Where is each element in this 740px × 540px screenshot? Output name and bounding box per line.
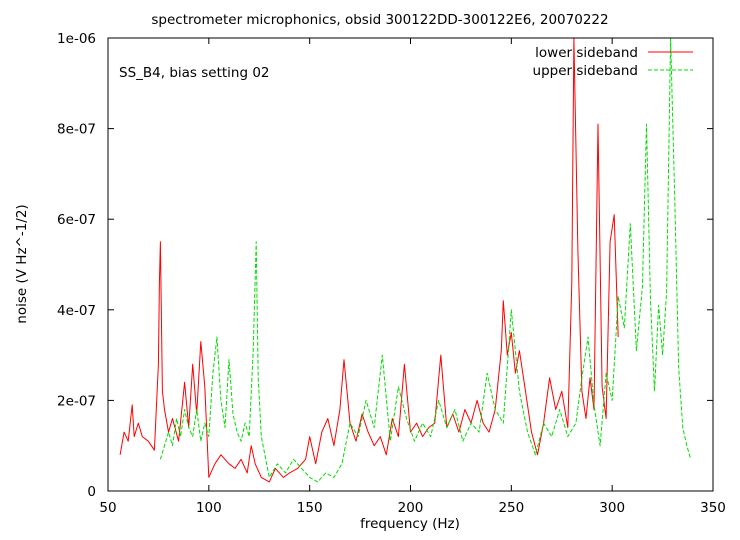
series-line-lower-sideband: [119, 38, 619, 483]
x-tick-label-2: 150: [297, 500, 323, 516]
x-tick-label-6: 350: [700, 500, 726, 516]
y-tick-label-1: 2e-07: [57, 393, 96, 409]
x-tick-label-3: 200: [398, 500, 424, 516]
y-tick-label-5: 1e-06: [57, 31, 96, 47]
series-layer: [119, 38, 692, 483]
y-tick-label-0: 0: [87, 484, 96, 500]
y-tick-label-4: 8e-07: [57, 122, 96, 138]
x-tick-label-5: 300: [599, 500, 625, 516]
x-tick-label-0: 50: [99, 500, 116, 516]
y-axis-label: noise (V Hz^-1/2): [14, 204, 30, 323]
plot-frame: [107, 37, 714, 492]
x-tick-label-1: 100: [196, 500, 222, 516]
y-tick-label-2: 4e-07: [57, 303, 96, 319]
plot-annotation: SS_B4, bias setting 02: [119, 65, 270, 81]
x-tick-label-4: 250: [498, 500, 524, 516]
legend-label-lower-sideband: lower sideband: [535, 45, 638, 61]
legend: lower sideband upper sideband: [533, 45, 693, 79]
series-line-upper-sideband: [159, 38, 692, 483]
chart-title: spectrometer microphonics, obsid 300122D…: [151, 12, 608, 28]
y-axis: 0 2e-07 4e-07 6e-07 8e-07 1e-06: [57, 31, 713, 500]
x-axis: 50 100 150 200 250 300 350: [99, 38, 726, 516]
x-axis-label: frequency (Hz): [360, 516, 460, 532]
legend-label-upper-sideband: upper sideband: [533, 63, 638, 79]
y-tick-label-3: 6e-07: [57, 212, 96, 228]
